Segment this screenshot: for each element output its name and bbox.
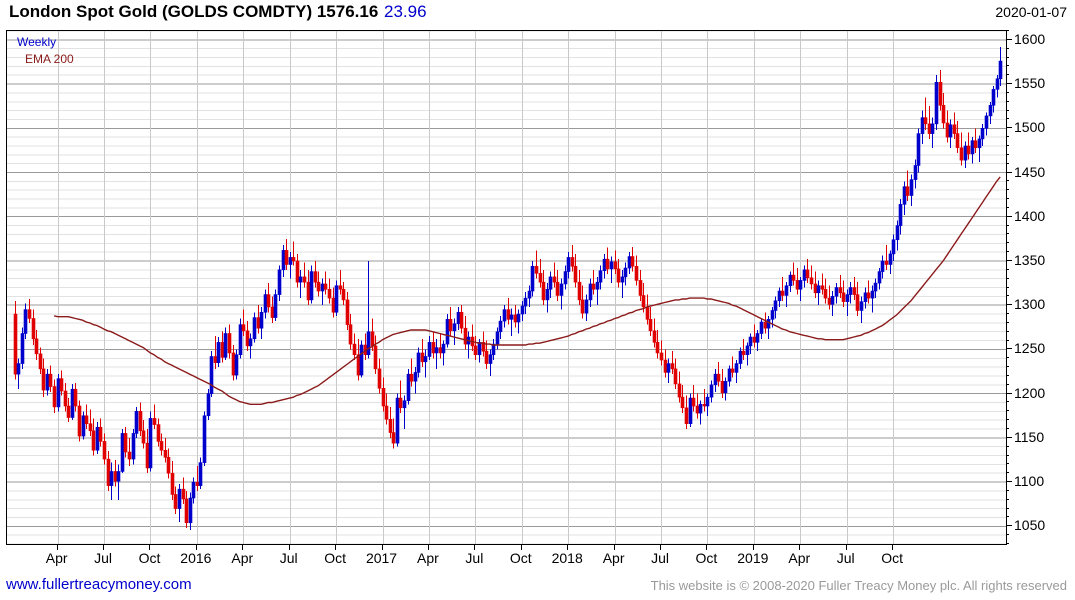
x-axis-tick-label: Oct <box>695 550 718 566</box>
x-axis-tick-label: 2017 <box>365 550 398 566</box>
x-axis-tick-label: 2018 <box>551 550 583 566</box>
legend-interval-label: Weekly <box>17 35 57 49</box>
x-axis-tick-label: Apr <box>602 550 625 566</box>
chart-header: London Spot Gold (GOLDS COMDTY) 1576.16 … <box>0 0 1075 26</box>
x-axis-ticks <box>6 544 1007 550</box>
chart-date: 2020-01-07 <box>995 4 1067 20</box>
y-axis-tick-label: 1150 <box>1014 428 1045 445</box>
y-axis-tick-label: 1500 <box>1014 119 1046 136</box>
x-axis-tick-label: 2016 <box>180 550 212 566</box>
x-axis-tick-label: Jul <box>279 550 298 566</box>
x-axis-tick-label: Oct <box>138 550 161 566</box>
x-axis-tick-label: Apr <box>45 550 68 566</box>
x-axis-tick-label: Jul <box>94 550 112 566</box>
y-axis-tick-label: 1400 <box>1014 207 1046 224</box>
x-axis-tick-label: Jul <box>651 550 669 566</box>
y-axis-tick-label: 1200 <box>1014 384 1046 401</box>
site-url[interactable]: www.fullertreacymoney.com <box>6 576 192 593</box>
y-axis-ticks <box>1006 30 1012 544</box>
x-axis-tick-label: Apr <box>417 550 439 566</box>
y-axis-tick-label: 1250 <box>1014 340 1046 357</box>
x-axis-tick-label: Jul <box>465 550 484 566</box>
x-axis-tick-label: Jul <box>836 550 855 566</box>
x-axis-tick-label: 2019 <box>737 550 769 566</box>
y-axis-tick-label: 1050 <box>1014 517 1046 534</box>
x-axis-tick-label: Apr <box>788 550 811 566</box>
y-axis-tick-label: 1300 <box>1014 296 1046 313</box>
y-axis-tick-label: 1450 <box>1014 163 1046 180</box>
x-axis-tick-label: Oct <box>324 550 346 566</box>
price-change-value: 23.96 <box>384 2 427 21</box>
y-axis-tick-label: 1600 <box>1014 30 1046 47</box>
y-axis-tick-label: 1350 <box>1014 251 1046 268</box>
x-axis-tick-label: Oct <box>509 550 532 566</box>
copyright-notice: This website is © 2008-2020 Fuller Treac… <box>650 578 1067 593</box>
x-axis-tick-label: Oct <box>881 550 903 566</box>
chart-title-text: London Spot Gold (GOLDS COMDTY) 1576.16 <box>9 2 379 21</box>
x-axis-tick-label: Apr <box>231 550 254 566</box>
page-title: London Spot Gold (GOLDS COMDTY) 1576.16 <box>9 2 378 22</box>
y-axis-tick-label: 1550 <box>1014 75 1046 92</box>
chart-plot-area[interactable]: Weekly EMA 200 <box>6 30 1007 545</box>
y-axis-tick-label: 1100 <box>1014 473 1045 490</box>
chart-data-layer <box>13 46 1003 530</box>
legend-ema-label: EMA 200 <box>25 52 74 66</box>
